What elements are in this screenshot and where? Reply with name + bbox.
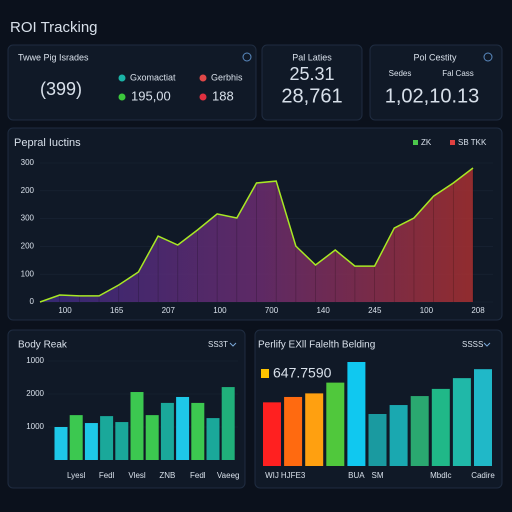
x-tick-label: 207 bbox=[162, 306, 176, 315]
area-line bbox=[39, 167, 474, 303]
dropdown-chevron bbox=[229, 342, 237, 347]
x-tick-label: Mbdlc bbox=[430, 471, 451, 480]
bar bbox=[84, 423, 98, 460]
x-tick-label: 100 bbox=[58, 306, 72, 315]
x-tick-label: 100 bbox=[420, 306, 434, 315]
card-title: Pal Laties bbox=[292, 52, 332, 62]
card-title: Twwe Pig Isrades bbox=[18, 52, 89, 62]
y-tick-label: 300 bbox=[21, 158, 35, 167]
chart-title: Perlify EXll Falelth Belding bbox=[258, 340, 375, 351]
legend-label: ZK bbox=[421, 138, 432, 147]
legend-swatch bbox=[450, 140, 455, 145]
x-tick-label: 208 bbox=[471, 306, 485, 315]
x-tick-label: Vaeeg bbox=[217, 471, 240, 480]
y-tick-label: 300 bbox=[21, 214, 35, 223]
x-tick-label: SM bbox=[372, 471, 384, 480]
dropdown[interactable]: SS3T bbox=[208, 340, 228, 349]
bar bbox=[100, 416, 114, 460]
dropdown-chevron bbox=[483, 342, 491, 347]
bar bbox=[326, 382, 345, 466]
legend-swatch bbox=[413, 140, 418, 145]
x-tick-label: Fedl bbox=[99, 471, 115, 480]
card bbox=[7, 44, 257, 121]
x-tick-label: ZNB bbox=[159, 471, 175, 480]
legend-label: Gxomactiat bbox=[130, 72, 176, 82]
card bbox=[261, 44, 363, 121]
bar bbox=[54, 427, 68, 460]
bar bbox=[191, 402, 205, 460]
x-tick-label: BUA bbox=[348, 471, 365, 480]
page-title: ROI Tracking bbox=[10, 19, 98, 36]
x-tick-label: 140 bbox=[316, 306, 330, 315]
x-tick-label: 245 bbox=[368, 306, 382, 315]
stat-value: 188 bbox=[212, 88, 234, 103]
bar bbox=[410, 396, 429, 466]
bar bbox=[221, 387, 235, 460]
annotation: 647.7590 bbox=[273, 365, 332, 381]
y-tick-label: 200 bbox=[21, 242, 35, 251]
x-tick-label: Cadire bbox=[471, 471, 495, 480]
x-tick-label: Lyesl bbox=[67, 471, 86, 480]
bar bbox=[160, 402, 174, 460]
bar bbox=[115, 422, 129, 460]
card-value: 25.31 bbox=[289, 64, 334, 84]
bar bbox=[431, 388, 450, 466]
bar bbox=[145, 415, 159, 460]
legend-dot bbox=[118, 74, 126, 82]
bar bbox=[176, 396, 190, 460]
bar bbox=[368, 414, 387, 466]
bar bbox=[389, 405, 408, 466]
annotation-swatch bbox=[261, 369, 269, 378]
card-label: Sedes bbox=[389, 69, 412, 78]
bar bbox=[305, 393, 324, 466]
x-tick-label: Fedl bbox=[190, 471, 206, 480]
legend-label: SB TKK bbox=[458, 138, 487, 147]
x-tick-label: Vlesl bbox=[128, 471, 146, 480]
chart-title: Pepral Iuctins bbox=[14, 137, 81, 149]
stat-dot bbox=[118, 93, 126, 101]
panel bbox=[7, 329, 246, 489]
bar bbox=[130, 392, 144, 460]
stat-dot bbox=[199, 93, 207, 101]
bar bbox=[69, 415, 83, 460]
y-tick-label: 2000 bbox=[26, 389, 44, 398]
y-tick-label: 100 bbox=[21, 269, 35, 278]
card-icon bbox=[242, 52, 252, 62]
legend-label: Gerbhis bbox=[211, 72, 243, 82]
card-icon bbox=[483, 52, 493, 62]
card-value: 1,02,10.13 bbox=[385, 85, 480, 107]
x-tick-label: 700 bbox=[265, 306, 279, 315]
y-tick-label: 1000 bbox=[26, 422, 44, 431]
x-tick-label: WIJ bbox=[265, 471, 279, 480]
bar bbox=[263, 402, 281, 466]
card-label: Fal Cass bbox=[442, 69, 474, 78]
stat-value: 195,00 bbox=[131, 88, 171, 103]
bar bbox=[284, 396, 303, 466]
chart-title: Body Reak bbox=[18, 340, 68, 351]
dropdown[interactable]: SSSS bbox=[462, 340, 483, 349]
bar bbox=[474, 369, 492, 466]
card-value: 28,761 bbox=[281, 85, 342, 107]
x-tick-label: HJFE3 bbox=[281, 471, 306, 480]
bar bbox=[452, 378, 471, 466]
area-fill bbox=[40, 168, 473, 302]
y-tick-label: 200 bbox=[21, 186, 35, 195]
card-value: (399) bbox=[40, 79, 82, 99]
y-tick-label: 0 bbox=[30, 297, 35, 306]
legend-dot bbox=[199, 74, 207, 82]
card-title: Pol Cestity bbox=[413, 52, 457, 62]
y-tick-label: 1000 bbox=[26, 356, 44, 365]
x-tick-label: 165 bbox=[110, 306, 124, 315]
bar bbox=[347, 362, 366, 466]
card bbox=[369, 44, 503, 121]
x-tick-label: 100 bbox=[213, 306, 227, 315]
bar bbox=[206, 418, 220, 460]
